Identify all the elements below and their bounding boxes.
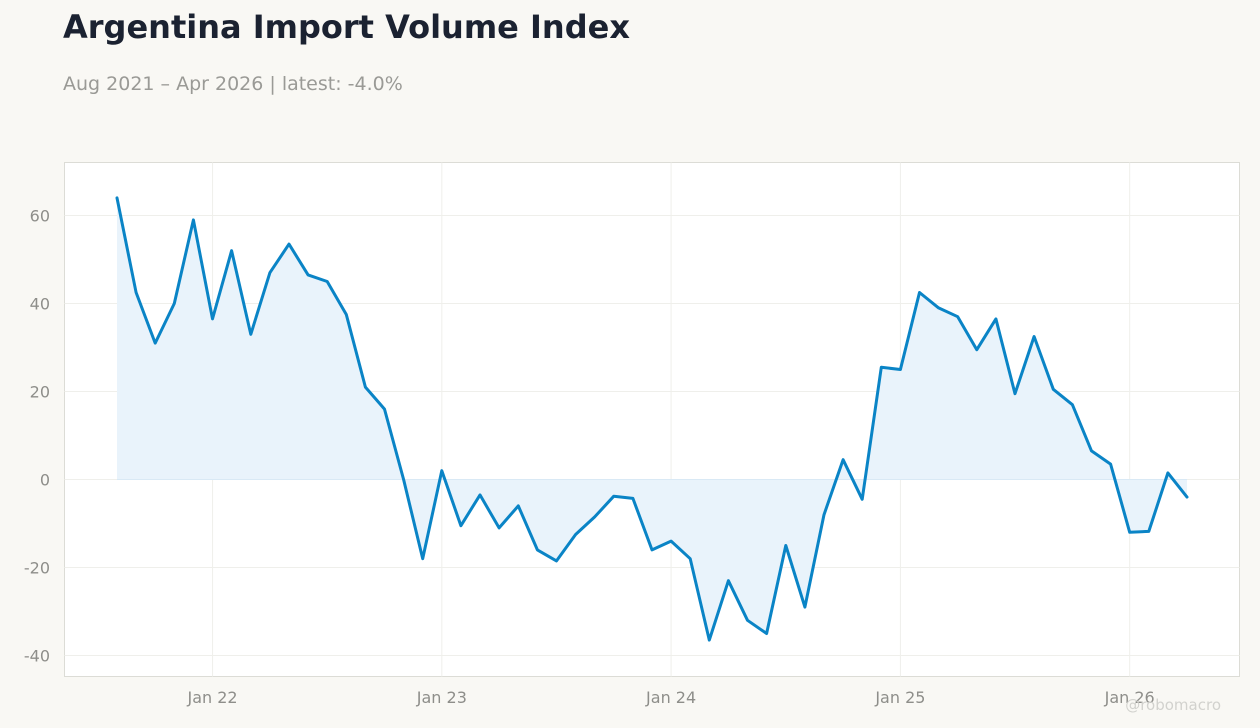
data-point xyxy=(841,458,845,462)
data-point xyxy=(975,348,979,352)
data-point xyxy=(535,548,539,552)
x-tick-label: Jan 22 xyxy=(186,688,237,707)
y-tick-label: 20 xyxy=(30,383,50,402)
area-fill xyxy=(117,197,1187,641)
data-point xyxy=(191,218,195,222)
data-point xyxy=(134,291,138,295)
data-point xyxy=(172,302,176,306)
data-point xyxy=(421,557,425,561)
x-axis: Jan 22 Jan 23 Jan 24 Jan 25 Jan 26 xyxy=(186,688,1154,707)
data-point xyxy=(1032,335,1036,339)
series-line xyxy=(115,196,1189,642)
data-point xyxy=(478,493,482,497)
chart-title: Argentina Import Volume Index xyxy=(63,8,630,46)
y-tick-label: 0 xyxy=(40,471,50,490)
data-point xyxy=(402,478,406,482)
y-tick-label: -20 xyxy=(24,559,50,578)
data-point xyxy=(249,332,253,336)
data-point xyxy=(1166,471,1170,475)
data-point xyxy=(937,306,941,310)
data-point xyxy=(879,365,883,369)
data-point xyxy=(440,469,444,473)
chart-subtitle: Aug 2021 – Apr 2026 | latest: -4.0% xyxy=(63,73,403,95)
watermark: @robomacro xyxy=(1125,696,1221,714)
data-point xyxy=(612,494,616,498)
data-point xyxy=(1070,403,1074,407)
data-point xyxy=(555,559,559,563)
data-point xyxy=(707,638,711,642)
data-point xyxy=(1013,392,1017,396)
data-point xyxy=(898,368,902,372)
data-point xyxy=(115,196,119,200)
data-point xyxy=(803,605,807,609)
data-point xyxy=(1185,495,1189,499)
data-point xyxy=(669,539,673,543)
data-point xyxy=(726,579,730,583)
data-point xyxy=(230,249,234,253)
data-point xyxy=(1051,387,1055,391)
data-point xyxy=(860,497,864,501)
data-point xyxy=(956,315,960,319)
data-point xyxy=(994,317,998,321)
data-point xyxy=(593,515,597,519)
x-tick-label: Jan 23 xyxy=(416,688,467,707)
data-point xyxy=(325,280,329,284)
data-point xyxy=(1109,462,1113,466)
data-point xyxy=(287,242,291,246)
data-point xyxy=(497,526,501,530)
data-point xyxy=(650,548,654,552)
data-point xyxy=(459,524,463,528)
data-point xyxy=(363,385,367,389)
data-point xyxy=(918,291,922,295)
data-point xyxy=(784,544,788,548)
data-point xyxy=(631,496,635,500)
data-point xyxy=(765,632,769,636)
data-point xyxy=(1128,530,1132,534)
y-tick-label: 40 xyxy=(30,295,50,314)
x-tick-label: Jan 25 xyxy=(874,688,925,707)
x-tick-label: Jan 24 xyxy=(645,688,696,707)
data-point xyxy=(822,513,826,517)
y-tick-label: -40 xyxy=(24,647,50,666)
data-point xyxy=(1147,529,1151,533)
data-point xyxy=(344,313,348,317)
data-point xyxy=(688,557,692,561)
data-point xyxy=(516,504,520,508)
data-point xyxy=(306,273,310,277)
data-point xyxy=(383,407,387,411)
data-point xyxy=(268,271,272,275)
data-point xyxy=(153,341,157,345)
y-tick-label: 60 xyxy=(30,207,50,226)
data-point xyxy=(211,317,215,321)
data-point xyxy=(574,533,578,537)
data-point xyxy=(1090,449,1094,453)
data-point xyxy=(746,618,750,622)
y-axis: 60 40 20 0 -20 -40 xyxy=(24,207,50,666)
x-tick-label: Jan 26 xyxy=(1104,688,1155,707)
